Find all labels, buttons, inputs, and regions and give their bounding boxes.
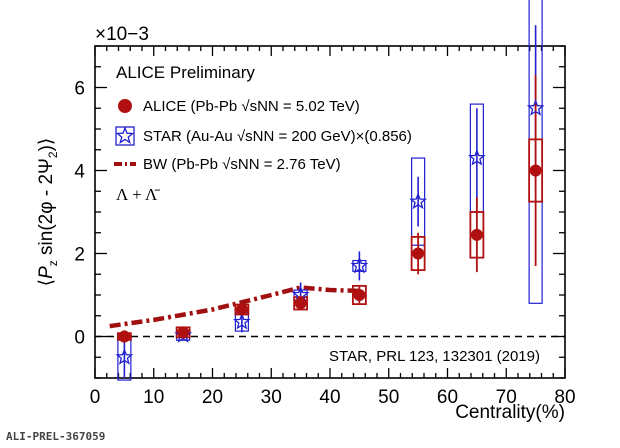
alice-point — [118, 330, 131, 343]
legend-label-bw: BW (Pb-Pb √sNN = 2.76 TeV) — [143, 156, 341, 173]
legend-label-alice: ALICE (Pb-Pb √sNN = 5.02 TeV) — [143, 98, 360, 115]
bw-curve — [109, 285, 360, 329]
x-tick-label: 40 — [319, 387, 340, 408]
x-tick-label: 60 — [437, 387, 458, 408]
y-tick-label: 0 — [74, 328, 85, 349]
x-tick-label: 50 — [378, 387, 399, 408]
star-point — [467, 148, 486, 166]
alice-sys-box — [351, 284, 367, 306]
star-point — [232, 312, 251, 330]
y-tick-label: 4 — [74, 162, 85, 183]
alice-point — [470, 228, 483, 241]
star-sys-box — [528, 0, 543, 304]
plot-frame — [94, 45, 566, 379]
y-tick-label: 6 — [74, 79, 85, 100]
legend-marker-alice — [118, 99, 132, 113]
x-axis-title: Centrality(%) — [455, 402, 565, 423]
alice-point — [412, 247, 425, 260]
legend-item-star: STAR (Au-Au √sNN = 200 GeV)×(0.856) — [115, 126, 412, 146]
x-tick-label: 30 — [261, 387, 282, 408]
legend-item-alice: ALICE (Pb-Pb √sNN = 5.02 TeV) — [118, 98, 360, 115]
legend-label-star: STAR (Au-Au √sNN = 200 GeV)×(0.856) — [143, 128, 412, 145]
x-tick-label: 80 — [554, 387, 575, 408]
alice-preliminary-label: ALICE Preliminary — [116, 63, 255, 82]
x-tick-label: 0 — [90, 387, 101, 408]
alice-point — [177, 326, 190, 339]
star-point — [115, 348, 134, 365]
figure-id: ALI-PREL-367059 — [6, 430, 106, 443]
star-point — [409, 192, 428, 210]
y-axis-title: ⟨Pz sin(2φ - 2Ψ2)⟩ — [36, 138, 60, 287]
reference-label: STAR, PRL 123, 132301 (2019) — [329, 348, 540, 365]
y-tick-label: 2 — [74, 245, 85, 266]
x-tick-label: 20 — [202, 387, 223, 408]
x-tick-label: 70 — [496, 387, 517, 408]
legend-marker-star — [115, 126, 135, 144]
alice-point — [294, 297, 307, 310]
lambda-label: Λ + Λ̄ — [116, 185, 160, 204]
x-tick-label: 10 — [143, 387, 164, 408]
star-point — [526, 99, 545, 116]
legend: ALICE (Pb-Pb √sNN = 5.02 TeV) STAR (Au-A… — [114, 98, 412, 173]
alice-point — [353, 289, 366, 301]
svg-text:⟨Pz sin(2φ - 2Ψ2)⟩: ⟨Pz sin(2φ - 2Ψ2)⟩ — [36, 138, 60, 287]
alice-point — [529, 164, 542, 177]
legend-item-bw: BW (Pb-Pb √sNN = 2.76 TeV) — [114, 156, 341, 173]
y-multiplier: ×10−3 — [95, 24, 149, 45]
star-point — [350, 256, 369, 274]
alice-point — [235, 303, 248, 316]
